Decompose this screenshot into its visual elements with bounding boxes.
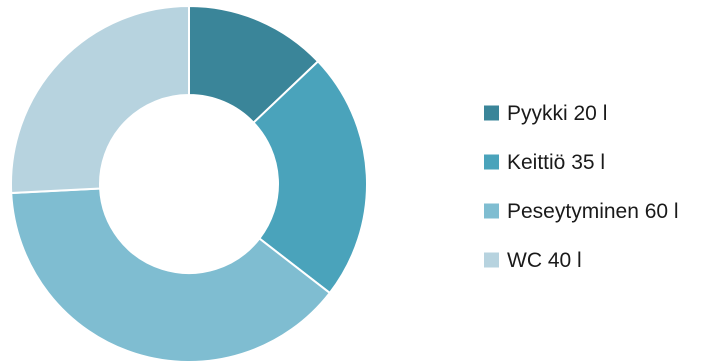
legend-label-1: Keittiö 35 l [507, 151, 605, 174]
legend-label-3: WC 40 l [507, 249, 582, 272]
legend-label-0: Pyykki 20 l [507, 102, 607, 125]
legend-swatch-3 [484, 252, 499, 268]
donut-slices [10, 4, 368, 363]
legend-swatch-1 [484, 154, 499, 170]
donut-slice-keitti- [252, 59, 368, 295]
legend-label-2: Peseytyminen 60 l [507, 200, 679, 223]
legend-swatch-0 [484, 105, 499, 121]
donut-slice-peseytyminen [10, 187, 332, 363]
chart-legend: Pyykki 20 l Keittiö 35 l Peseytyminen 60 l… [484, 102, 679, 272]
donut-slice-wc [10, 4, 190, 195]
legend-swatch-2 [484, 203, 499, 219]
